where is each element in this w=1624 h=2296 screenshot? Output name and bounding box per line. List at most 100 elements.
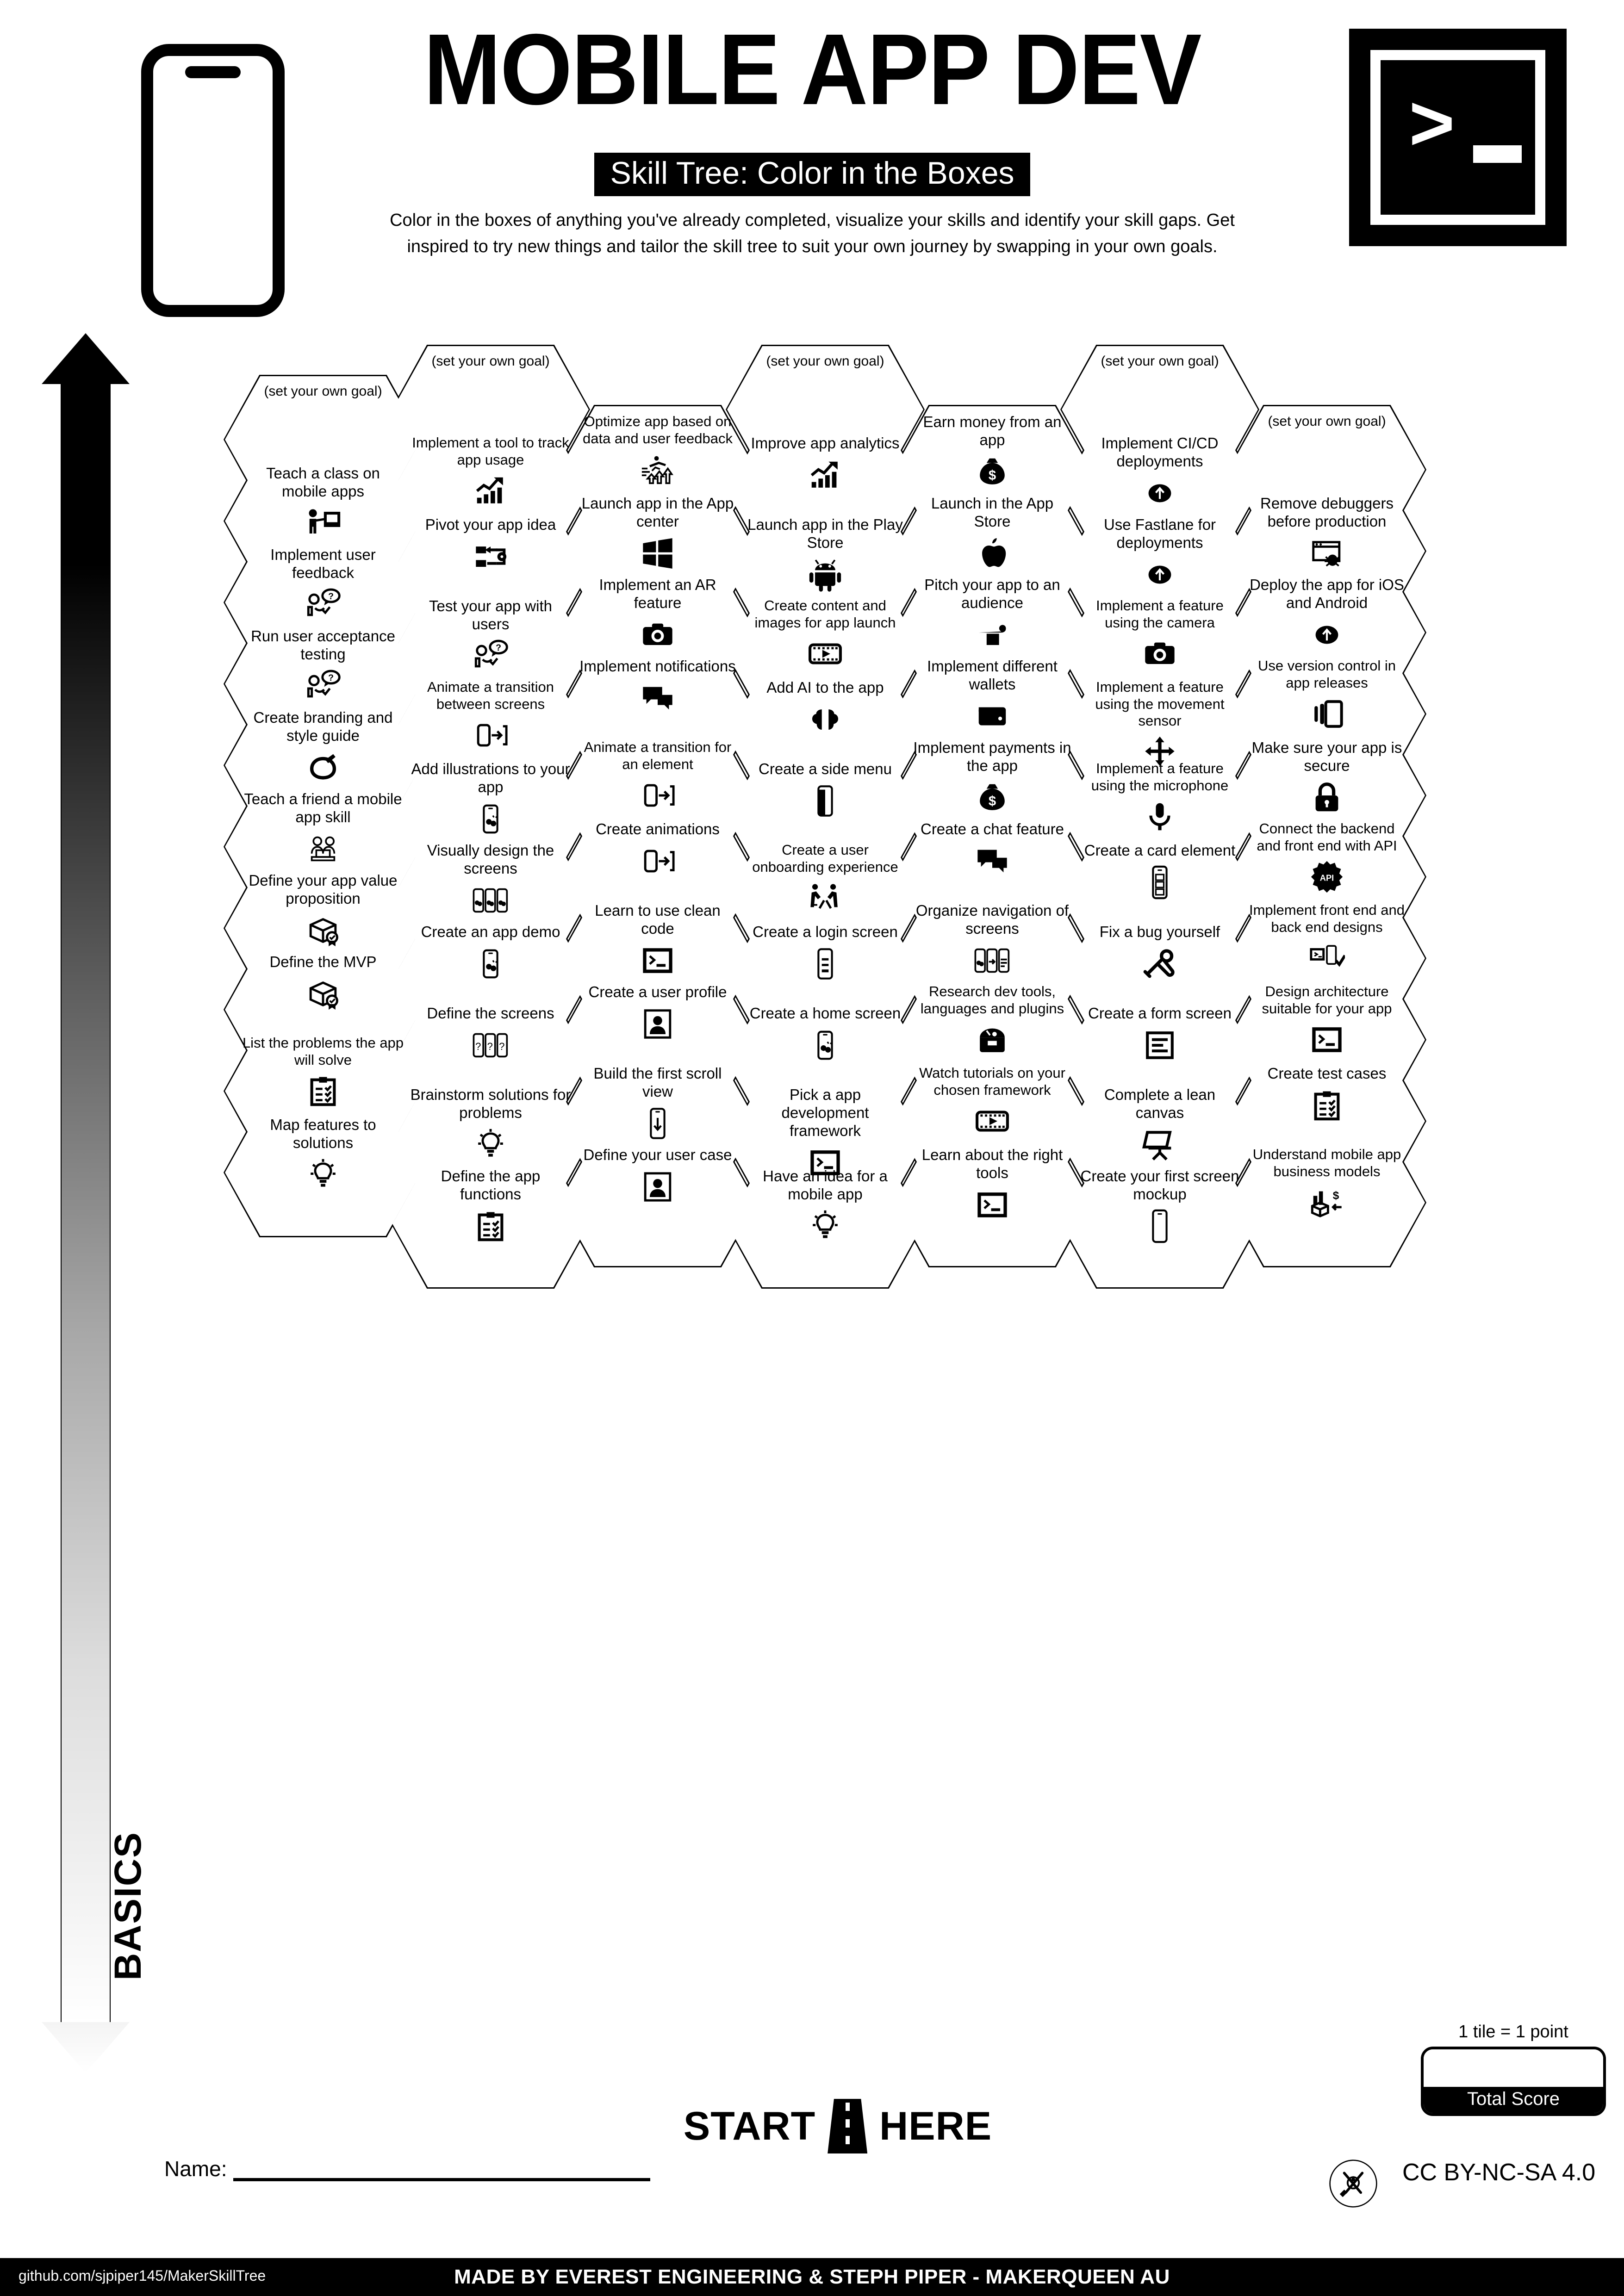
tile-label: Teach a friend a mobile app skill bbox=[244, 790, 402, 825]
road-icon bbox=[828, 2099, 868, 2153]
camera-icon bbox=[1142, 634, 1178, 674]
tile-label: Implement a feature using the camera bbox=[1096, 597, 1224, 631]
total-score-input[interactable] bbox=[1424, 2049, 1603, 2087]
windows-icon bbox=[640, 534, 676, 573]
tile-label: Create an app demo bbox=[421, 923, 560, 940]
skill-tile[interactable]: Map features to solutions bbox=[224, 1108, 423, 1237]
upload-circle-icon bbox=[1142, 555, 1178, 595]
tile-label: Optimize app based on data and user feed… bbox=[582, 413, 733, 447]
feedback-question-icon: ? bbox=[305, 585, 341, 625]
tile-fill bbox=[560, 1139, 756, 1266]
money-bag-icon: $ bbox=[974, 778, 1010, 818]
tile-label: Animate a transition between screens bbox=[427, 679, 554, 712]
tile-label: Create a user onboarding experience bbox=[752, 842, 898, 875]
tile-label: Create content and images for app launch bbox=[754, 597, 896, 631]
skill-tree-grid: (set your own goal) Teach a class on mobi… bbox=[0, 296, 1624, 2101]
tile-label: (set your own goal) bbox=[431, 354, 550, 369]
tile-label: Have an idea for a mobile app bbox=[763, 1167, 888, 1203]
tile-label: Connect the backend and front end with A… bbox=[1257, 820, 1397, 854]
tile-label: Implement CI/CD deployments bbox=[1101, 434, 1219, 470]
upload-circle-icon bbox=[1142, 473, 1178, 513]
tile-label: Implement a feature using the microphone bbox=[1091, 760, 1229, 794]
screen-transition-icon bbox=[473, 715, 509, 755]
subtitle-wrap: Skill Tree: Color in the Boxes bbox=[352, 153, 1273, 196]
svg-text:?: ? bbox=[475, 1041, 481, 1052]
skill-tile[interactable]: Have an idea for a mobile app bbox=[726, 1159, 925, 1289]
tile-label: Implement user feedback bbox=[270, 546, 376, 581]
user-card-icon bbox=[640, 1167, 676, 1207]
tile-label: Implement front end and back end designs bbox=[1249, 902, 1405, 935]
tile-label: List the problems the app will solve bbox=[242, 1035, 404, 1068]
skill-tile[interactable]: Define your user case bbox=[558, 1138, 757, 1267]
terminal-icon: > bbox=[1349, 29, 1567, 246]
svg-text:?: ? bbox=[328, 673, 334, 683]
tile-label: Improve app analytics bbox=[751, 434, 900, 452]
tile-label: Create branding and style guide bbox=[253, 709, 393, 744]
github-link[interactable]: github.com/sjpiper145/MakerSkillTree bbox=[19, 2267, 266, 2284]
pivot-boxes-icon bbox=[473, 537, 509, 577]
tile-label: Create test cases bbox=[1267, 1065, 1387, 1082]
brain-icon bbox=[807, 700, 843, 739]
terminal-phone-check-icon bbox=[1309, 938, 1345, 978]
tile-label: Create a form screen bbox=[1088, 1005, 1232, 1022]
svg-text:API: API bbox=[1320, 873, 1334, 883]
tile-label: Learn about the right tools bbox=[921, 1146, 1063, 1181]
terminal-icon bbox=[640, 941, 676, 980]
tile-label: (set your own goal) bbox=[1101, 354, 1219, 369]
phone-art-icon bbox=[807, 1025, 843, 1065]
skill-tile[interactable]: Define the app functions bbox=[391, 1159, 590, 1289]
tile-label: Create a home screen bbox=[749, 1005, 901, 1022]
tile-fill bbox=[1229, 1139, 1425, 1266]
tile-label: Launch app in the Play Store bbox=[747, 516, 903, 551]
bar-chart-arrow-icon bbox=[473, 471, 509, 511]
tile-fill bbox=[225, 1109, 421, 1236]
tile-label: Learn to use clean code bbox=[595, 902, 721, 937]
skill-tile[interactable]: Create your first screen mockup bbox=[1060, 1159, 1259, 1289]
svg-text:?: ? bbox=[499, 1041, 504, 1052]
tile-label: Earn money from an app bbox=[923, 413, 1062, 448]
microphone-icon bbox=[1142, 797, 1178, 837]
tile-label: Research dev tools, languages and plugin… bbox=[920, 983, 1064, 1017]
tile-label: Use Fastlane for deployments bbox=[1103, 516, 1216, 551]
name-label: Name: bbox=[164, 2157, 227, 2181]
tile-label: Define the app functions bbox=[441, 1167, 541, 1203]
total-score-box[interactable]: Total Score bbox=[1421, 2047, 1606, 2116]
video-film-icon bbox=[974, 1101, 1010, 1141]
clipboard-check-icon bbox=[305, 1071, 341, 1111]
paint-palette-icon bbox=[305, 748, 341, 788]
tile-label: Implement a tool to track app usage bbox=[412, 434, 569, 468]
business-model-icon: $ bbox=[1309, 1183, 1345, 1222]
name-field[interactable]: Name: bbox=[164, 2156, 650, 2181]
camera-icon bbox=[640, 615, 676, 655]
start-here-marker: START HERE bbox=[662, 2096, 1014, 2156]
tile-label: Implement an AR feature bbox=[599, 576, 716, 611]
tile-label: Brainstorm solutions for problems bbox=[410, 1086, 571, 1121]
user-card-icon bbox=[640, 1004, 676, 1044]
maker-tools-icon bbox=[1321, 2152, 1385, 2215]
tile-label: Create a card element bbox=[1084, 842, 1236, 859]
name-input-rule[interactable] bbox=[233, 2173, 650, 2181]
tile-label: Make sure your app is secure bbox=[1251, 739, 1402, 774]
tile-label: Create a chat feature bbox=[920, 820, 1064, 838]
tile-label: Create a login screen bbox=[753, 923, 898, 940]
lock-icon bbox=[1309, 778, 1345, 818]
svg-text:$: $ bbox=[1333, 1190, 1339, 1202]
svg-text:?: ? bbox=[496, 643, 501, 653]
move-arrows-icon bbox=[1142, 732, 1178, 772]
tile-label: Add AI to the app bbox=[766, 679, 884, 696]
tile-label: Test your app with users bbox=[429, 597, 552, 633]
phone-art-icon bbox=[473, 944, 509, 984]
svg-text:?: ? bbox=[487, 1041, 493, 1052]
svg-text:$: $ bbox=[989, 468, 996, 483]
tile-label: Run user acceptance testing bbox=[251, 627, 395, 663]
podium-icon bbox=[974, 615, 1010, 655]
window-bug-icon bbox=[1309, 534, 1345, 573]
skill-tile[interactable]: Learn about the right tools bbox=[893, 1138, 1092, 1267]
api-gear-icon: API bbox=[1309, 857, 1345, 897]
tile-label: (set your own goal) bbox=[766, 354, 884, 369]
phone-sidemenu-icon bbox=[807, 781, 843, 821]
skill-tile[interactable]: Define the MVP bbox=[224, 945, 423, 1074]
screen-transition-icon bbox=[640, 841, 676, 881]
version-stack-icon bbox=[1309, 694, 1345, 734]
skill-tile[interactable]: Understand mobile app business models $ bbox=[1227, 1138, 1426, 1267]
